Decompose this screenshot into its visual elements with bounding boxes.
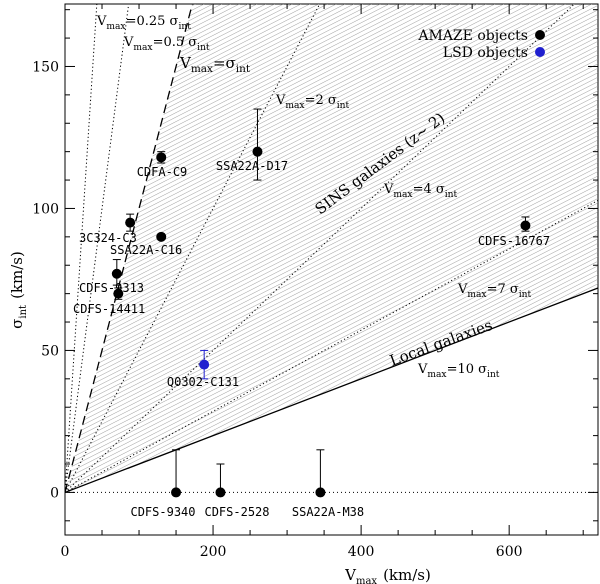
data-point-group [113,287,124,300]
data-point-group [125,213,136,232]
sins-shaded-region [65,4,598,493]
data-point-label-2: 3C324-C3 [79,231,137,245]
data-point-group [315,449,326,498]
y-axis-title: σint(km/s) [8,251,29,329]
data-point-label-9: CDFS-2528 [204,505,269,519]
data-point-1 [252,146,263,157]
data-point-label-6: CDFS-16767 [478,234,550,248]
reference-line-3 [65,4,321,493]
y-tick-label-0: 0 [50,485,59,501]
data-point-8 [171,487,182,498]
data-point-label-3: SSA22A-C16 [110,243,182,257]
data-point-2 [125,217,136,228]
legend-marker-amaze [535,30,545,40]
reference-line-1 [65,4,130,493]
reference-line-6 [65,287,599,494]
data-point-0 [156,152,167,163]
data-point-9 [215,487,226,498]
reference-line-label-0: Vmax=0.25 σint [96,14,191,32]
data-point-group [520,216,531,232]
legend-label-amaze: AMAZE objects [417,28,528,44]
legend-label-lsd: LSD objects [443,45,528,61]
y-tick-label-3: 150 [32,59,59,75]
legend: AMAZE objects LSD objects [417,28,545,61]
data-point-label-5: CDFS-14411 [73,302,145,316]
reference-line-2 [65,4,193,493]
reference-line-label-1: Vmax=0.5 σint [123,35,210,53]
y-tick-label-2: 100 [32,201,59,217]
data-point-label-4: CDFS-9313 [79,281,144,295]
data-point-group [156,151,167,164]
x-tick-label-3: 600 [496,544,523,560]
x-tick-label-2: 400 [348,544,375,560]
data-point-group [111,259,122,286]
data-point-label-0: CDFA-C9 [137,165,188,179]
legend-marker-lsd [535,47,545,57]
x-tick-label-1: 200 [200,544,227,560]
data-point-3 [156,231,167,242]
reference-line-label-5: Vmax=7 σint [457,282,532,300]
reference-line-0 [65,4,98,493]
reference-line-5 [65,199,599,493]
data-point-label-7: Q0302-C131 [167,375,239,389]
data-point-group [199,349,210,380]
data-point-10 [315,487,326,498]
reference-line-label-4: Vmax=4 σint [383,182,458,200]
data-point-label-8: CDFS-9340 [130,505,195,519]
data-point-label-10: SSA22A-M38 [292,505,364,519]
y-tick-label-1: 50 [41,343,59,359]
x-tick-label-0: 0 [61,544,70,560]
data-point-6 [520,220,531,231]
data-point-group [215,463,226,498]
data-point-5 [113,288,124,299]
data-point-group [252,108,263,181]
reference-line-label-2: Vmax=σint [179,54,251,75]
data-point-label-1: SSA22A-D17 [216,159,288,173]
data-point-4 [111,268,122,279]
data-point-7 [199,359,210,370]
reference-line-label-3: Vmax=2 σint [275,93,350,111]
reference-line-label-6: Vmax=10 σint [417,362,500,380]
data-point-group [171,449,182,498]
data-point-group [156,231,167,242]
x-axis-title: Vmax (km/s) [344,566,431,584]
